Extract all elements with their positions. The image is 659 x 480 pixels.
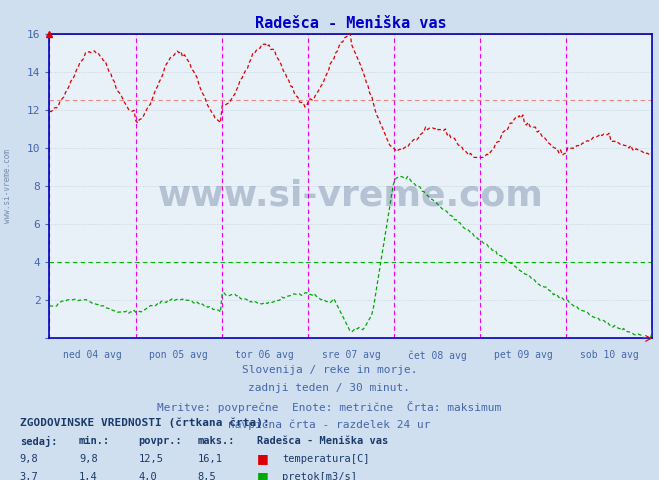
Text: temperatura[C]: temperatura[C]	[282, 454, 370, 464]
Text: Meritve: povprečne  Enote: metrične  Črta: maksimum: Meritve: povprečne Enote: metrične Črta:…	[158, 401, 501, 413]
Text: Radešca - Meniška vas: Radešca - Meniška vas	[257, 436, 388, 446]
Text: čet 08 avg: čet 08 avg	[408, 350, 467, 361]
Text: tor 06 avg: tor 06 avg	[235, 350, 294, 360]
Text: Slovenija / reke in morje.: Slovenija / reke in morje.	[242, 365, 417, 375]
Text: zadnji teden / 30 minut.: zadnji teden / 30 minut.	[248, 383, 411, 393]
Text: pet 09 avg: pet 09 avg	[494, 350, 553, 360]
Text: www.si-vreme.com: www.si-vreme.com	[3, 149, 13, 223]
Text: ned 04 avg: ned 04 avg	[63, 350, 122, 360]
Title: Radešca - Meniška vas: Radešca - Meniška vas	[255, 16, 447, 31]
Text: ■: ■	[257, 470, 269, 480]
Text: navpična črta - razdelek 24 ur: navpična črta - razdelek 24 ur	[228, 420, 431, 430]
Text: ZGODOVINSKE VREDNOSTI (črtkana črta):: ZGODOVINSKE VREDNOSTI (črtkana črta):	[20, 418, 270, 428]
Text: 9,8: 9,8	[20, 454, 38, 464]
Text: maks.:: maks.:	[198, 436, 235, 446]
Text: 9,8: 9,8	[79, 454, 98, 464]
Text: ■: ■	[257, 452, 269, 465]
Text: sob 10 avg: sob 10 avg	[580, 350, 639, 360]
Text: povpr.:: povpr.:	[138, 436, 182, 446]
Text: min.:: min.:	[79, 436, 110, 446]
Text: 8,5: 8,5	[198, 472, 216, 480]
Text: sre 07 avg: sre 07 avg	[322, 350, 380, 360]
Text: 3,7: 3,7	[20, 472, 38, 480]
Text: 16,1: 16,1	[198, 454, 223, 464]
Text: 1,4: 1,4	[79, 472, 98, 480]
Text: pretok[m3/s]: pretok[m3/s]	[282, 472, 357, 480]
Text: www.si-vreme.com: www.si-vreme.com	[158, 179, 544, 213]
Text: 4,0: 4,0	[138, 472, 157, 480]
Text: sedaj:: sedaj:	[20, 436, 57, 447]
Text: pon 05 avg: pon 05 avg	[149, 350, 208, 360]
Text: 12,5: 12,5	[138, 454, 163, 464]
